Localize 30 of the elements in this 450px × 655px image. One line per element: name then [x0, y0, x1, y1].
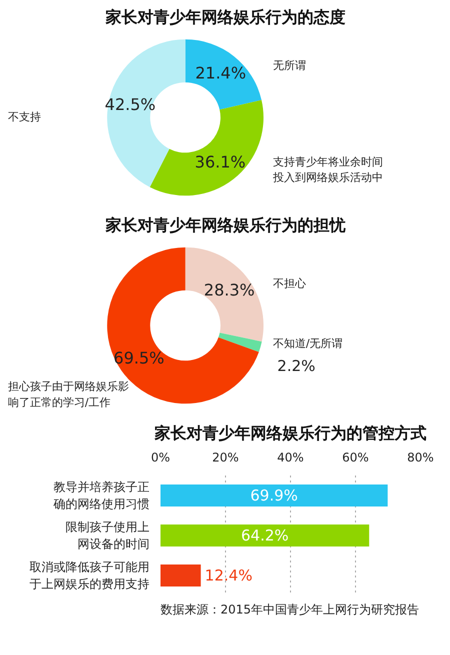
chart-title: 家长对青少年网络娱乐行为的态度 — [104, 8, 346, 26]
data-label: 64.2% — [241, 526, 289, 544]
data-label: 69.5% — [114, 348, 164, 368]
data-label: 42.5% — [104, 94, 156, 114]
x-tick-label: 40% — [277, 450, 304, 464]
data-label: 28.3% — [204, 280, 255, 300]
source-note: 数据来源：2015年中国青少年上网行为研究报告 — [160, 602, 420, 616]
x-tick-label: 0% — [150, 450, 170, 464]
x-tick-label: 60% — [342, 450, 369, 464]
slice-label: 不担心 — [272, 277, 306, 290]
x-tick-label: 20% — [212, 450, 239, 464]
data-label: 12.4% — [204, 566, 252, 584]
y-tick-label: 教导并培养孩子正确的网络使用习惯 — [52, 480, 150, 511]
bar — [160, 564, 201, 586]
chart-title: 家长对青少年网络娱乐行为的管控方式 — [154, 424, 426, 442]
y-tick-label: 取消或降低孩子可能用于上网娱乐的费用支持 — [30, 560, 150, 591]
slice-label: 支持青少年将业余时间投入到网络娱乐活动中 — [272, 156, 383, 184]
x-tick-label: 80% — [407, 450, 434, 464]
bar — [160, 524, 370, 546]
data-label: 21.4% — [195, 64, 246, 83]
data-label: 2.2% — [277, 356, 316, 375]
chart-title: 家长对青少年网络娱乐行为的担忧 — [104, 216, 346, 234]
y-tick-label: 限制孩子使用上网设备的时间 — [66, 520, 150, 551]
slice-label: 不支持 — [8, 110, 41, 124]
slice-label: 不知道/无所谓 — [272, 337, 343, 350]
slice-label: 无所谓 — [272, 59, 306, 72]
bar — [160, 484, 388, 506]
data-label: 36.1% — [194, 152, 246, 172]
slice-label: 担心孩子由于网络娱乐影响了正常的学习/工作 — [8, 380, 129, 409]
data-label: 69.9% — [250, 486, 298, 504]
